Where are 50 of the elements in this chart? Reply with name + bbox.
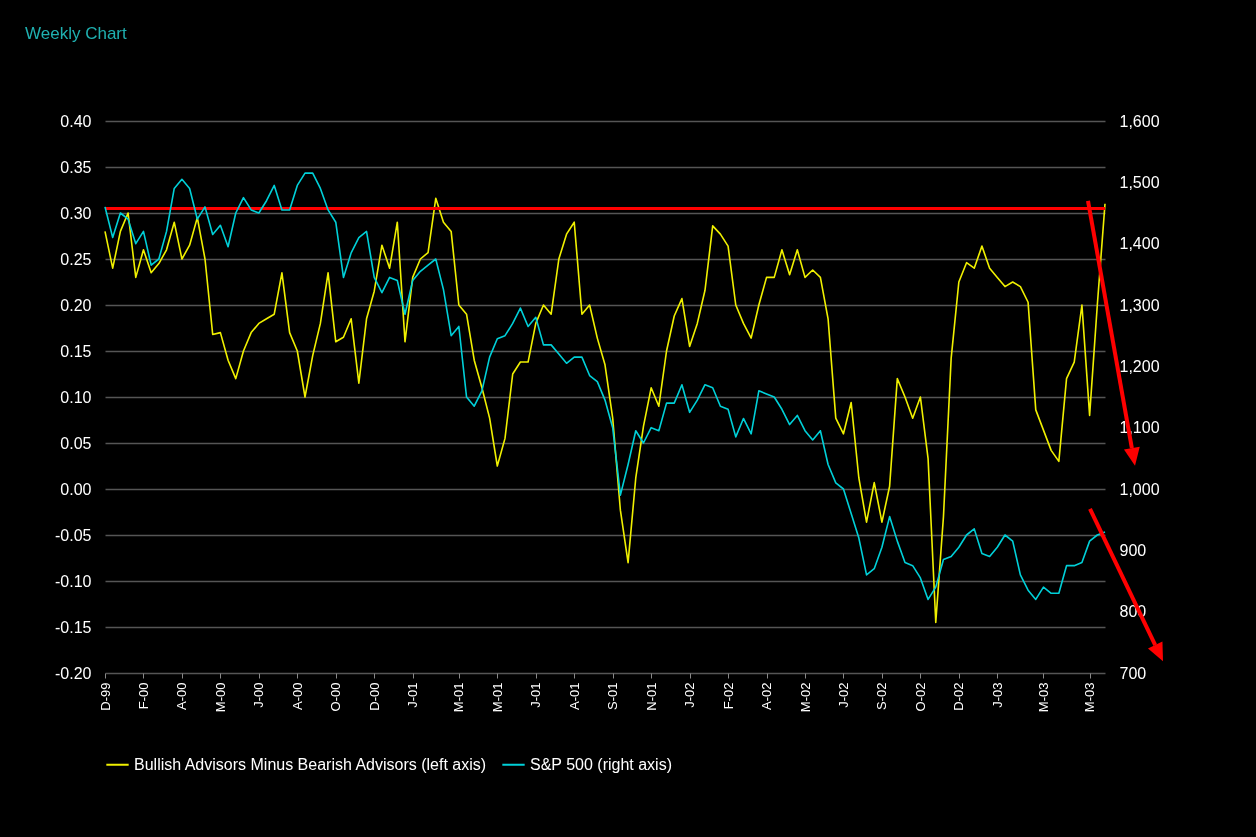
x-tick-label: M-00: [212, 682, 228, 713]
y-tick-label: 0.25: [60, 250, 92, 268]
x-tick-label: A-00: [289, 682, 305, 710]
y2-tick-label: 1,300: [1119, 296, 1160, 314]
legend-label: S&P 500 (right axis): [530, 755, 672, 773]
y2-tick-label: 900: [1119, 541, 1147, 559]
y-tick-label: -0.05: [55, 526, 92, 544]
x-tick-label: M-03: [1082, 682, 1098, 713]
x-tick-label: F-00: [135, 682, 151, 710]
x-tick-label: O-02: [912, 682, 928, 712]
x-tick-label: S-01: [605, 682, 621, 710]
y2-tick-label: 1,200: [1119, 357, 1160, 375]
x-tick-label: J-02: [835, 682, 851, 708]
legend-label: Bullish Advisors Minus Bearish Advisors (left axis): [134, 755, 487, 773]
y-tick-label: 0.05: [60, 434, 92, 452]
y-tick-label: 0.20: [60, 296, 92, 314]
x-tick-label: J-01: [528, 682, 544, 708]
y2-tick-label: 1,400: [1119, 235, 1160, 253]
y-tick-label: 0.00: [60, 480, 92, 498]
y-tick-label: 0.30: [60, 204, 92, 222]
x-tick-label: F-02: [720, 682, 736, 710]
x-tick-label: M-01: [489, 682, 505, 713]
x-tick-label: D-00: [366, 682, 382, 711]
x-tick-label: D-02: [951, 682, 967, 711]
y-tick-label: 0.35: [60, 158, 92, 176]
y2-tick-label: 1,000: [1119, 480, 1160, 498]
y-tick-label: 0.10: [60, 388, 92, 406]
x-tick-label: A-00: [174, 682, 190, 710]
x-tick-label: O-00: [328, 682, 344, 712]
y2-tick-label: 1,500: [1119, 173, 1160, 191]
chart-title: Weekly Chart: [25, 24, 127, 43]
y-tick-label: -0.20: [55, 664, 92, 682]
x-tick-label: J-03: [989, 682, 1005, 708]
x-tick-label: J-00: [251, 682, 267, 708]
x-tick-label: J-01: [405, 682, 421, 708]
x-tick-label: D-99: [97, 682, 113, 711]
x-tick-label: M-01: [451, 682, 467, 713]
x-tick-label: A-01: [566, 682, 582, 710]
x-tick-label: J-02: [682, 682, 698, 708]
x-tick-label: M-02: [797, 682, 813, 713]
y2-tick-label: 700: [1119, 664, 1147, 682]
x-tick-label: A-02: [759, 682, 775, 710]
y-tick-label: -0.10: [55, 572, 92, 590]
y2-tick-label: 1,600: [1119, 112, 1160, 130]
y-tick-label: 0.40: [60, 112, 92, 130]
x-tick-label: N-01: [643, 682, 659, 711]
y-tick-label: 0.15: [60, 342, 92, 360]
y-tick-label: -0.15: [55, 618, 92, 636]
x-tick-label: M-03: [1035, 682, 1051, 713]
x-tick-label: S-02: [874, 682, 890, 710]
